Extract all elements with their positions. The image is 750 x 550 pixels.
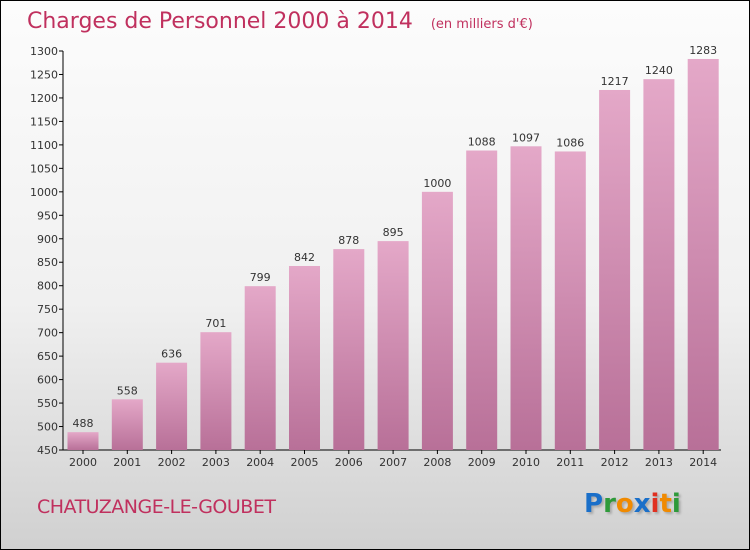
- data-label: 488: [73, 417, 94, 430]
- logo-letter: o: [615, 489, 634, 519]
- y-tick-label: 1000: [30, 186, 58, 199]
- data-label: 558: [117, 384, 138, 397]
- bar: [643, 79, 675, 450]
- y-tick-label: 850: [37, 256, 58, 269]
- unit-label: (en milliers d'€): [430, 17, 533, 32]
- x-tick-label: 2002: [158, 456, 186, 469]
- bar: [554, 151, 586, 451]
- y-tick-label: 500: [37, 421, 58, 434]
- x-tick-label: 2005: [291, 456, 319, 469]
- logo-letter: i: [650, 489, 660, 519]
- x-tick-label: 2008: [423, 456, 451, 469]
- y-tick-label: 650: [37, 350, 58, 363]
- y-tick-label: 1100: [30, 139, 58, 152]
- data-label: 842: [294, 251, 315, 264]
- bar: [200, 332, 232, 450]
- data-label: 701: [205, 317, 226, 330]
- data-label: 1283: [689, 44, 717, 57]
- data-label: 1088: [468, 136, 496, 149]
- bar: [156, 362, 188, 450]
- data-label: 1000: [423, 177, 451, 190]
- x-tick-label: 2011: [556, 456, 584, 469]
- x-tick-label: 2013: [645, 456, 673, 469]
- bar: [687, 58, 719, 450]
- x-tick-label: 2006: [335, 456, 363, 469]
- bar: [333, 249, 365, 450]
- x-tick-label: 2001: [113, 456, 141, 469]
- y-tick-label: 1200: [30, 92, 58, 105]
- commune-name: CHATUZANGE-LE-GOUBET: [37, 496, 276, 518]
- data-label: 799: [250, 271, 271, 284]
- data-label: 636: [161, 348, 182, 361]
- y-tick-label: 750: [37, 303, 58, 316]
- y-tick-label: 950: [37, 209, 58, 222]
- y-tick-label: 1150: [30, 115, 58, 128]
- bar: [599, 89, 631, 450]
- x-tick-label: 2012: [601, 456, 629, 469]
- x-tick-label: 2007: [379, 456, 407, 469]
- y-tick-label: 600: [37, 374, 58, 387]
- bar: [510, 146, 542, 450]
- y-tick-label: 1300: [30, 45, 58, 58]
- data-label: 895: [383, 226, 404, 239]
- logo-letter: x: [633, 489, 651, 519]
- data-label: 878: [338, 234, 359, 247]
- x-tick-label: 2014: [689, 456, 717, 469]
- y-tick-label: 800: [37, 280, 58, 293]
- x-tick-label: 2000: [69, 456, 97, 469]
- chart-title: Charges de Personnel 2000 à 2014 (en mill…: [27, 9, 533, 34]
- logo-letter: t: [659, 489, 672, 519]
- bar: [289, 265, 320, 450]
- bar: [111, 399, 143, 450]
- y-tick-label: 1250: [30, 68, 58, 81]
- bar: [377, 241, 409, 450]
- logo-letter: P: [584, 489, 604, 519]
- logo-letter: r: [603, 489, 616, 519]
- data-label: 1217: [601, 75, 629, 88]
- bar: [67, 432, 99, 450]
- y-tick-label: 700: [37, 327, 58, 340]
- x-tick-label: 2010: [512, 456, 540, 469]
- bar: [466, 150, 498, 450]
- data-label: 1240: [645, 64, 673, 77]
- x-tick-label: 2004: [246, 456, 274, 469]
- proxiti-logo: Proxiti: [584, 489, 681, 519]
- data-label: 1086: [556, 136, 584, 149]
- y-tick-label: 1050: [30, 162, 58, 175]
- x-tick-label: 2009: [468, 456, 496, 469]
- x-tick-label: 2003: [202, 456, 230, 469]
- bar: [421, 191, 453, 450]
- data-label: 1097: [512, 131, 540, 144]
- y-tick-label: 550: [37, 397, 58, 410]
- y-tick-label: 900: [37, 233, 58, 246]
- bar: [244, 286, 276, 450]
- y-tick-label: 450: [37, 444, 58, 457]
- title-text: Charges de Personnel 2000 à 2014: [27, 9, 413, 34]
- logo-letter: i: [671, 489, 681, 519]
